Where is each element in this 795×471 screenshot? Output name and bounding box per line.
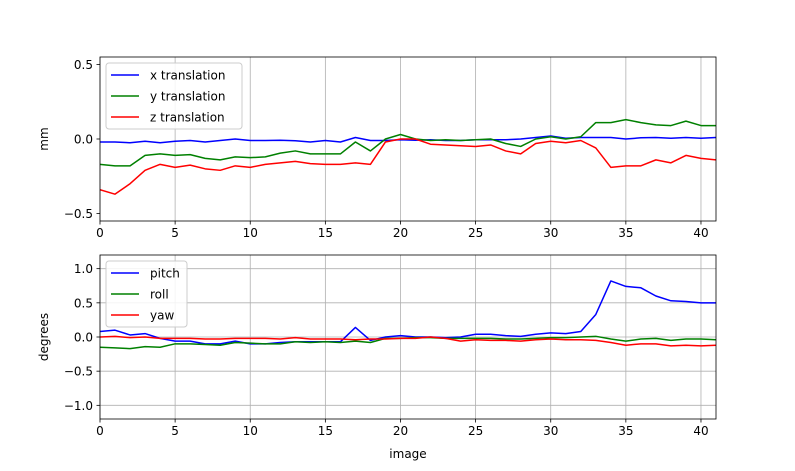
y-tick-label: −0.5 [64,365,93,379]
x-axis-label: image [389,447,426,461]
y-tick-label: 0.0 [74,133,93,147]
legend-label-pitch: pitch [150,267,180,281]
x-tick-label: 15 [318,424,333,438]
y-axis-label: degrees [37,313,51,361]
legend-box [105,62,243,130]
y-axis-ticks: −1.0 −0.5 0.0 0.5 1.0 [64,262,100,413]
series-line-y-translation [100,118,716,167]
translation-panel: 0 5 10 15 20 25 30 35 40 −0.5 0.0 0.5 mm x translatio… [37,56,717,240]
x-tick-label: 35 [618,424,633,438]
y-tick-label: 0.0 [74,331,93,345]
series-line-yaw [100,335,716,347]
legend-box [105,260,188,328]
x-axis-ticks: 0 5 10 15 20 25 30 35 40 [96,221,709,240]
x-tick-label: 40 [693,226,708,240]
x-axis-ticks: 0 5 10 15 20 25 30 35 40 [96,419,709,438]
x-tick-label: 0 [96,424,104,438]
x-tick-label: 40 [693,424,708,438]
x-tick-label: 20 [393,226,408,240]
series-line-z-translation [100,138,716,195]
legend-label-x-translation: x translation [150,69,225,83]
legend-label-roll: roll [150,288,169,302]
y-tick-label: 1.0 [74,262,93,276]
x-tick-label: 25 [468,226,483,240]
x-tick-label: 10 [243,424,258,438]
y-axis-label: mm [37,127,51,150]
series-group [100,280,716,350]
x-tick-label: 30 [543,424,558,438]
y-tick-label: −0.5 [64,207,93,221]
x-tick-label: 10 [243,226,258,240]
rotation-panel: 0 5 10 15 20 25 30 35 40 −1.0 −0.5 0.0 0.5 1.0 degrees… [37,254,717,461]
y-tick-label: 0.5 [74,296,93,310]
legend: x translation y translation z translation [105,62,243,130]
legend-label-z-translation: z translation [150,111,225,125]
series-line-x-translation [100,135,716,144]
y-tick-label: 0.5 [74,58,93,72]
x-tick-label: 0 [96,226,104,240]
series-line-pitch [100,280,716,345]
x-tick-label: 5 [171,226,179,240]
x-tick-label: 30 [543,226,558,240]
x-tick-label: 20 [393,424,408,438]
legend-label-yaw: yaw [150,309,174,323]
legend-label-y-translation: y translation [150,90,225,104]
y-tick-label: −1.0 [64,399,93,413]
x-tick-label: 35 [618,226,633,240]
x-tick-label: 15 [318,226,333,240]
y-axis-ticks: −0.5 0.0 0.5 [64,58,100,221]
x-tick-label: 25 [468,424,483,438]
series-group [100,118,716,195]
x-tick-label: 5 [171,424,179,438]
legend: pitch roll yaw [105,260,188,328]
